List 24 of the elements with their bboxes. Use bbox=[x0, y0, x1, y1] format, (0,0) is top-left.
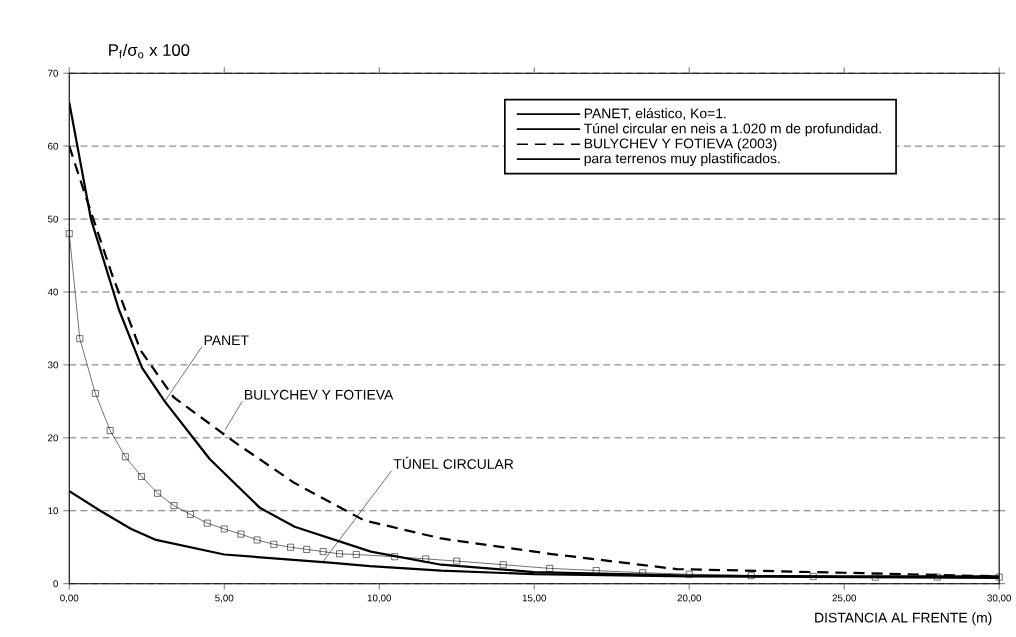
legend-label: BULYCHEV Y FOTIEVA (2003) bbox=[584, 138, 777, 152]
y-tick-label: 60 bbox=[48, 142, 59, 150]
y-tick-label: 0 bbox=[53, 580, 59, 588]
y-tick-label: 40 bbox=[47, 288, 59, 296]
y-tick-label: 30 bbox=[47, 361, 59, 369]
annotation: BULYCHEV Y FOTIEVA bbox=[245, 389, 394, 400]
legend-label: Túnel circular en neis a 1.020 m de profundidad. bbox=[584, 122, 881, 137]
x-tick-label: 15,00 bbox=[522, 594, 547, 603]
x-axis-title: DISTANCIA AL FRENTE (m) bbox=[815, 612, 992, 626]
x-tick-label: 30,00 bbox=[987, 594, 1011, 603]
legend-label: para terrenos muy plastificados. bbox=[584, 153, 780, 166]
y-axis-title: P$_{f}$/σ$_{o}$ x 100 bbox=[109, 43, 190, 59]
annotation: PANET bbox=[204, 335, 249, 345]
y-tick-label: 10 bbox=[48, 507, 59, 515]
x-tick-label: 5,00 bbox=[215, 594, 234, 603]
y-tick-label: 20 bbox=[48, 434, 59, 442]
x-tick-label: 0,00 bbox=[60, 594, 79, 603]
x-tick-label: 25,00 bbox=[832, 594, 857, 603]
x-tick-label: 20,00 bbox=[677, 594, 702, 603]
legend-label: PANET, elástico, Ko=1. bbox=[584, 107, 726, 120]
y-tick-label: 70 bbox=[48, 69, 59, 77]
y-tick-label: 50 bbox=[47, 215, 59, 223]
annotation: TÚNEL CIRCULAR bbox=[393, 456, 514, 469]
x-tick-label: 10,00 bbox=[367, 594, 392, 603]
